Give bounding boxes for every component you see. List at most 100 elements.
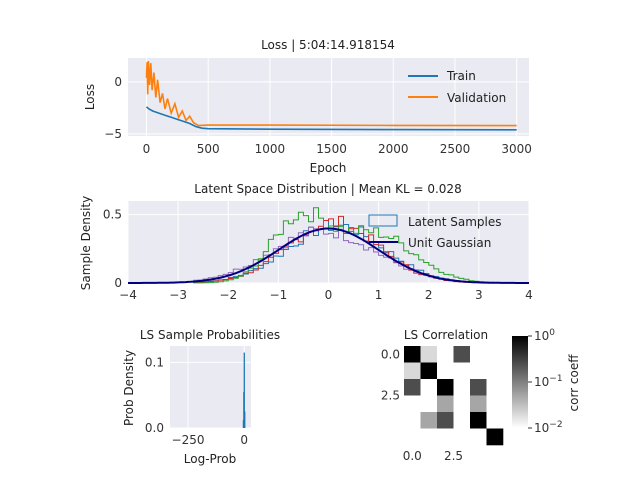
loss-title: Loss | 5:04:14.918154	[261, 38, 395, 52]
latent-legend: Latent Samples Unit Gaussian	[368, 214, 502, 250]
corr-ytick-label: 0.0	[381, 347, 400, 361]
probs-ylabel: Prob Density	[122, 350, 136, 426]
colorbar-tick-label: 10−2	[534, 420, 563, 435]
latent-xtick-label: −4	[119, 288, 137, 302]
corr-cell	[470, 362, 487, 380]
corr-cell	[437, 346, 454, 363]
loss-legend: Train Validation	[408, 69, 506, 105]
loss-ytick-label: 0	[114, 75, 122, 89]
corr-cell	[404, 379, 421, 396]
corr-cell	[420, 428, 438, 446]
probs-ytick-label: 0.1	[145, 355, 164, 369]
loss-xtick-label: 1500	[316, 142, 347, 156]
colorbar-gradient	[512, 336, 528, 428]
corr-cell	[437, 379, 454, 396]
latent-ticks: −4 −3 −2 −1 0 1 2 3 4 0 0.5	[103, 208, 533, 302]
corr-cell	[404, 428, 421, 446]
corr-cell	[420, 346, 438, 363]
corr-cell	[404, 346, 421, 363]
latent-xtick-label: 2	[425, 288, 433, 302]
corr-cell	[420, 412, 438, 429]
loss-ylabel: Loss	[83, 84, 97, 110]
probs-title: LS Sample Probabilities	[140, 328, 280, 342]
corr-cell	[486, 395, 504, 413]
loss-xlabel: Epoch	[310, 161, 347, 175]
latent-xtick-label: 4	[525, 288, 533, 302]
loss-series	[145, 61, 517, 131]
latent-xtick-label: 0	[325, 288, 333, 302]
latent-panel: −4 −3 −2 −1 0 1 2 3 4 0 0.5 Latent Space Distribut…	[79, 182, 533, 302]
probs-xlabel: Log-Prob	[184, 452, 236, 466]
corr-cell	[420, 395, 438, 413]
loss-line-train	[145, 106, 517, 131]
loss-ytick-label: −5	[104, 127, 122, 141]
corr-cell	[437, 428, 454, 446]
probs-bars	[242, 352, 246, 428]
corr-ticks: 0.0 0.0 2.5 2.5	[381, 347, 463, 463]
corr-ytick-label: 2.5	[381, 389, 400, 403]
corr-cell	[453, 379, 471, 396]
latent-histogram	[193, 207, 494, 284]
latent-xtick-label: −2	[219, 288, 237, 302]
latent-title: Latent Space Distribution | Mean KL = 0.…	[194, 182, 461, 196]
loss-xtick-label: 2000	[378, 142, 409, 156]
corr-cell	[486, 362, 504, 380]
corr-cell	[470, 412, 487, 429]
corr-cell	[453, 428, 471, 446]
corr-cell	[470, 379, 487, 396]
colorbar-ticks: 100 10−1 10−2	[528, 328, 563, 435]
corr-panel: 0.0 0.0 2.5 2.5 LS Correlation 100 10−1 10−2 …	[381, 328, 581, 463]
corr-cell	[486, 428, 504, 446]
corr-xtick-label: 0.0	[403, 449, 422, 463]
loss-xtick-label: 2500	[440, 142, 471, 156]
corr-cell	[453, 346, 471, 363]
corr-cell	[470, 395, 487, 413]
corr-xtick-label: 2.5	[444, 449, 463, 463]
unit-gaussian-line	[128, 227, 529, 284]
latent-xtick-label: −3	[169, 288, 187, 302]
legend-unit-gaussian-label: Unit Gaussian	[408, 236, 491, 250]
loss-xtick-label: 500	[197, 142, 220, 156]
corr-cell	[404, 412, 421, 429]
colorbar-tick-label: 100	[534, 328, 555, 343]
corr-cell	[453, 395, 471, 413]
latent-series	[128, 207, 529, 284]
colorbar-tick-label: 10−1	[534, 374, 563, 389]
latent-xtick-label: 3	[475, 288, 483, 302]
probs-ytick-label: 0.0	[145, 421, 164, 435]
latent-ytick-label: 0	[114, 276, 122, 290]
probs-xtick-label: 0	[240, 433, 248, 447]
corr-cell	[437, 362, 454, 380]
latent-xtick-label: 1	[375, 288, 383, 302]
latent-ylabel: Sample Density	[79, 196, 93, 290]
probs-bar	[243, 352, 245, 428]
probs-plot-area	[170, 346, 251, 428]
corr-cell	[437, 412, 454, 429]
corr-cell	[453, 412, 471, 429]
corr-cell	[404, 362, 421, 380]
corr-cell	[486, 412, 504, 429]
corr-cell	[404, 395, 421, 413]
corr-cell	[486, 379, 504, 396]
corr-colorbar: 100 10−1 10−2 corr coeff	[512, 328, 581, 435]
probs-xtick-label: −250	[172, 433, 205, 447]
legend-latent-samples-label: Latent Samples	[408, 215, 502, 229]
corr-cell	[486, 346, 504, 363]
corr-title: LS Correlation	[404, 328, 488, 342]
corr-cell	[420, 362, 438, 380]
legend-validation-label: Validation	[447, 91, 506, 105]
latent-xtick-label: −1	[270, 288, 288, 302]
colorbar-label: corr coeff	[567, 354, 581, 412]
loss-grid	[128, 58, 529, 136]
legend-latent-samples-swatch	[368, 214, 398, 227]
corr-heatmap	[404, 346, 504, 446]
probs-ticks: −250 0 0.0 0.1	[145, 355, 248, 447]
loss-xtick-label: 0	[143, 142, 151, 156]
legend-train-label: Train	[446, 69, 476, 83]
probs-bar	[244, 411, 246, 428]
loss-line-validation	[145, 61, 517, 127]
loss-xtick-label: 3000	[501, 142, 532, 156]
loss-panel: 0 500 1000 1500 2000 2500 3000 −5 0 Loss | 5:04:…	[83, 38, 532, 175]
corr-cell	[470, 346, 487, 363]
